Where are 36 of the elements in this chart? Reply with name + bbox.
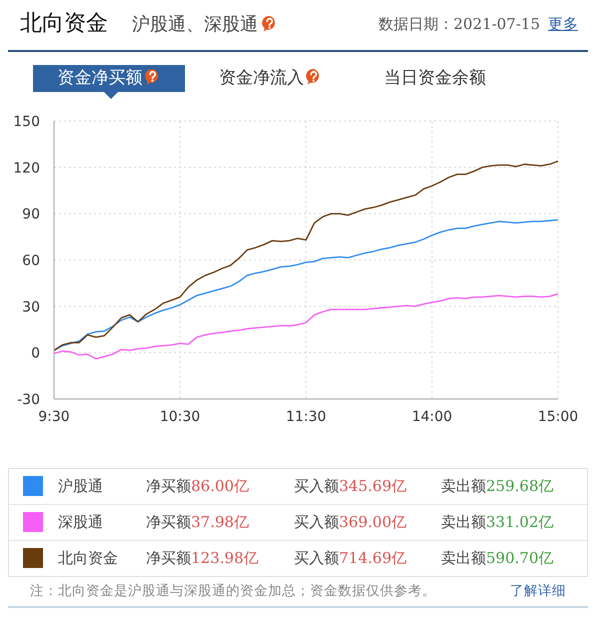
y-tick-label: 0	[31, 346, 40, 362]
y-tick-label: 120	[13, 160, 40, 176]
x-tick-label: 10:30	[160, 408, 200, 425]
text: 了解详细	[510, 583, 566, 599]
x-tick-label: 11:30	[286, 408, 326, 425]
x-tick-label: 9:30	[38, 408, 70, 425]
chart-title: 北向资金	[20, 11, 108, 36]
text: 注：北向资金是沪股通与深股通的资金加总；资金数据仅供参考。	[30, 583, 436, 599]
text: 当日资金余额	[384, 68, 486, 88]
legend-label: 北向资金	[58, 549, 118, 567]
legend-label: 沪股通	[58, 477, 103, 495]
text: 数据日期：2021-07-15	[378, 15, 540, 33]
x-tick-label: 14:00	[412, 408, 452, 425]
text: 买入额369.00亿	[294, 513, 406, 531]
text: 卖出额331.02亿	[441, 513, 554, 531]
text: 净买额86.00亿	[146, 477, 249, 495]
text: 卖出额259.68亿	[441, 477, 554, 495]
chart-subtitle: 沪股通、深股通	[132, 14, 258, 35]
line-series	[54, 293, 558, 360]
y-tick-label: 60	[22, 252, 40, 269]
text: 卖出额590.70亿	[441, 549, 554, 567]
legend-label: 深股通	[58, 513, 103, 531]
line-series	[54, 219, 558, 352]
text: 资金净买额	[58, 68, 142, 88]
text: 净买额37.98亿	[146, 513, 249, 531]
y-tick-label: 90	[22, 206, 40, 223]
text: 更多	[548, 15, 578, 33]
line-series	[54, 160, 558, 352]
y-tick-label: -30	[17, 392, 40, 408]
text: 资金净流入	[219, 68, 304, 88]
text: 买入额714.69亿	[294, 549, 406, 567]
x-tick-label: 15:00	[538, 408, 578, 425]
y-tick-label: 150	[13, 114, 40, 130]
text: 买入额345.69亿	[294, 477, 406, 495]
y-tick-label: 30	[22, 299, 40, 316]
text: 净买额123.98亿	[146, 549, 258, 567]
